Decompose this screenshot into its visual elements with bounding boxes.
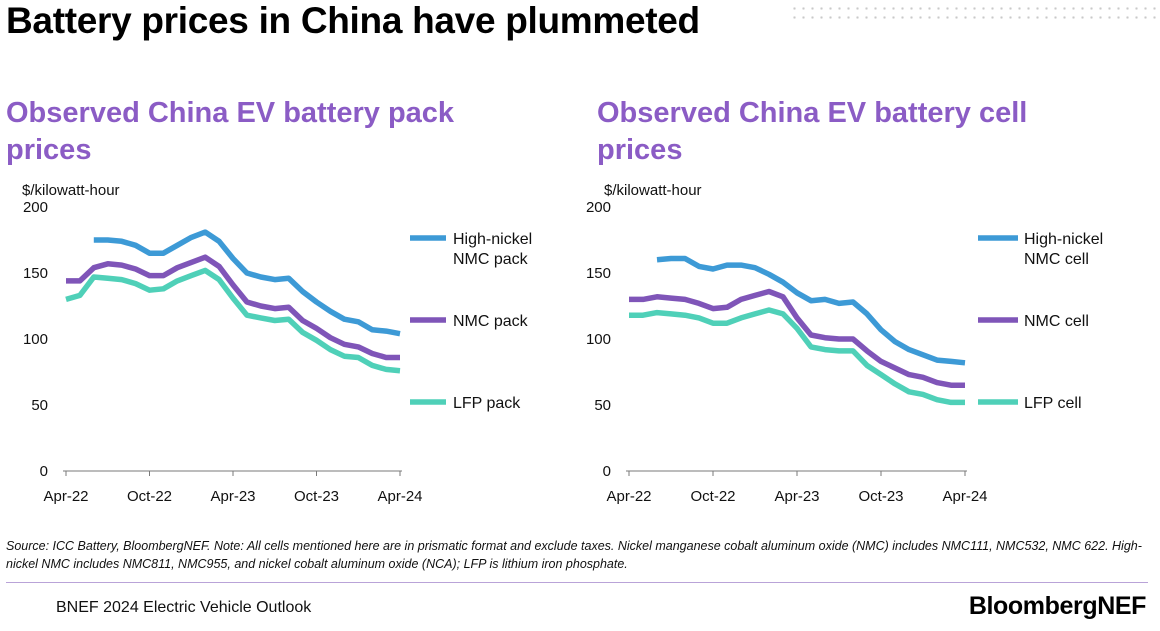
report-name: BNEF 2024 Electric Vehicle Outlook [56, 599, 312, 616]
y-tick-label: 100 [586, 331, 611, 348]
x-tick-label: Oct-22 [127, 488, 172, 505]
y-tick-label: 200 [586, 199, 611, 216]
legend-label-nmc-pack: NMC pack [453, 313, 529, 330]
series-line-high-nickel-nmc-pack [93, 229, 401, 337]
source-note: Source: ICC Battery, BloombergNEF. Note:… [6, 539, 1142, 571]
x-tick-label: Oct-23 [858, 488, 903, 505]
x-tick-label: Apr-22 [606, 488, 651, 505]
pack-price-chart: $/kilowatt-hour 0 50 100 150 200 Apr-22 Oct-22 A… [22, 182, 532, 505]
page-title: Battery prices in China have plummeted [6, 0, 700, 41]
legend-label-high-nickel-nmc-cell: High-nickel NMC cell [1024, 231, 1103, 268]
series-line-high-nickel-nmc-cell [656, 255, 966, 366]
footer-divider [6, 582, 1148, 583]
decorative-dot-pattern [790, 4, 1160, 22]
x-tick-label: Apr-22 [43, 488, 88, 505]
y-tick-label: 150 [586, 265, 611, 282]
legend-label-high-nickel-nmc-pack: High-nickel NMC pack [453, 231, 532, 268]
y-tick-label: 100 [23, 331, 48, 348]
series-line-lfp-pack [65, 267, 401, 374]
y-tick-label: 50 [594, 397, 611, 414]
y-tick-label: 0 [40, 463, 48, 480]
x-tick-label: Oct-22 [690, 488, 735, 505]
y-tick-label: 0 [603, 463, 611, 480]
x-tick-label: Apr-24 [377, 488, 422, 505]
pack-chart-title: Observed China EV battery pack prices [6, 97, 455, 166]
x-tick-label: Apr-23 [210, 488, 255, 505]
cell-price-chart: $/kilowatt-hour 0 50 100 150 200 Apr-22 Oct-22 A… [586, 182, 1103, 505]
x-tick-label: Apr-23 [774, 488, 819, 505]
legend-label-lfp-cell: LFP cell [1024, 395, 1082, 412]
cell-chart-title: Observed China EV battery cell prices [597, 97, 1028, 166]
bloombergnef-logo: BloombergNEF [968, 592, 1147, 620]
series-line-lfp-cell [629, 307, 965, 406]
series-line-nmc-pack [66, 254, 400, 361]
y-axis-unit-label: $/kilowatt-hour [22, 182, 120, 199]
x-tick-label: Oct-23 [294, 488, 339, 505]
series-line-nmc-cell [629, 288, 965, 388]
y-tick-label: 150 [23, 265, 48, 282]
y-axis-unit-label: $/kilowatt-hour [604, 182, 702, 199]
legend-label-lfp-pack: LFP pack [453, 395, 521, 412]
x-tick-label: Apr-24 [942, 488, 987, 505]
y-tick-label: 200 [23, 199, 48, 216]
y-tick-label: 50 [31, 397, 48, 414]
legend-label-nmc-cell: NMC cell [1024, 313, 1089, 330]
